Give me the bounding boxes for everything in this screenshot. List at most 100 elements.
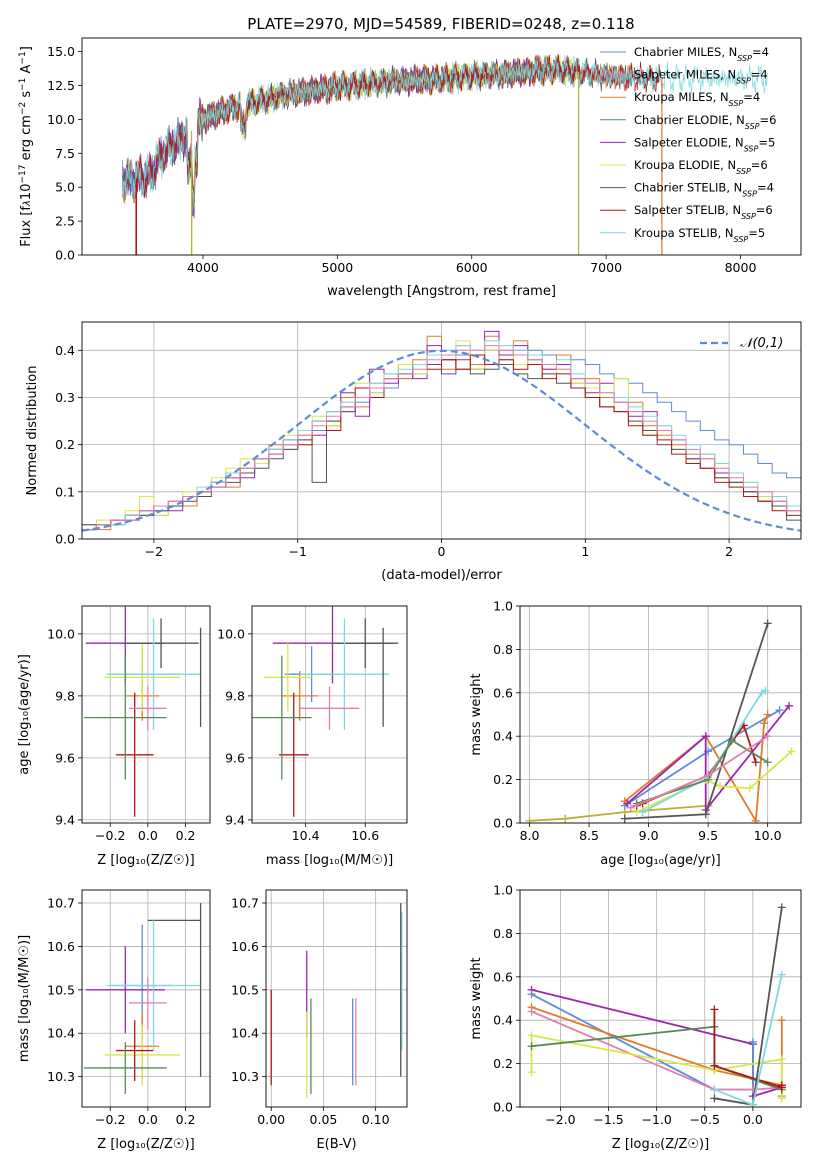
x-axis-label: mass [log₁₀(M/M☉)] <box>266 853 393 868</box>
x-axis-label: (data-model)/error <box>381 568 502 583</box>
y-tick-label: 10.3 <box>231 1069 259 1084</box>
x-tick-label: 8.0 <box>520 828 540 843</box>
y-tick-label: 1.0 <box>493 883 513 898</box>
y-tick-label: 0.0 <box>493 816 513 831</box>
mass-weight-series-line <box>636 739 769 805</box>
y-tick-label: 10.4 <box>231 1026 259 1041</box>
x-tick-label: 2 <box>725 544 733 559</box>
x-axis-label: wavelength [Angstrom, rest frame] <box>327 284 556 299</box>
mass-weight-series-line <box>714 907 783 1106</box>
axes-frame <box>519 889 802 1108</box>
legend-label-sub: SSP <box>736 167 751 176</box>
legend-label: Chabrier MILES, NSSP=4 <box>634 45 769 63</box>
y-tick-label: 9.4 <box>225 812 245 827</box>
legend-label-base: Salpeter MILES, N <box>634 68 736 82</box>
y-tick-label: 12.5 <box>47 78 75 93</box>
y-tick-label: 10.3 <box>47 1069 75 1084</box>
legend-label-base: Salpeter STELIB, N <box>634 203 741 217</box>
y-axis-label-part: erg cm <box>19 115 34 164</box>
errorbar-marks <box>83 606 202 817</box>
y-tick-label: 2.5 <box>55 214 75 229</box>
age-vs-mass-panel: 10.4 10.6 9.4 9.6 9.8 10.0 mass [log₁₀(M/M☉)] <box>217 605 408 868</box>
mass-weight-marker <box>710 1061 719 1070</box>
y-tick-label: 0.0 <box>55 248 75 263</box>
legend-label-tail: =5 <box>748 226 765 240</box>
mass-vs-metallicity-panel: −0.2 0.0 0.2 10.3 10.4 10.5 10.6 10.7 Z [log₁₀(Z… <box>17 889 211 1152</box>
legend-label-sub: SSP <box>741 212 756 221</box>
errorbar-marks <box>83 903 202 1094</box>
y-tick-label: 10.5 <box>231 982 259 997</box>
legend-label-base: Kroupa MILES, N <box>634 90 729 104</box>
mass-weight-marker <box>527 1042 536 1051</box>
residuals-histogram-panel: −2 −1 0 1 2 0.0 0.1 0.2 0.3 0.4 (data-model)/error… <box>25 321 802 583</box>
x-tick-label: 1 <box>581 544 589 559</box>
mass-weight-marker <box>527 1007 536 1016</box>
x-tick-label: 10.6 <box>351 828 379 843</box>
legend-label-tail: =5 <box>758 135 775 149</box>
y-tick-label: 0.8 <box>493 926 513 941</box>
y-tick-label: 9.8 <box>225 688 245 703</box>
mass-weight-marker <box>561 814 570 823</box>
figure-title: PLATE=2970, MJD=54589, FIBERID=0248, z=0… <box>247 15 634 33</box>
y-axis-label-part: −2 <box>18 102 28 115</box>
errorbar-point <box>278 692 309 817</box>
x-tick-label: −2.0 <box>545 1112 575 1127</box>
x-tick-label: 9.5 <box>698 828 718 843</box>
legend-label-sub: SSP <box>734 234 749 243</box>
x-tick-label: −0.2 <box>95 1112 125 1127</box>
mass-weight-series-line <box>626 705 790 813</box>
y-tick-label: 5.0 <box>55 180 75 195</box>
legend-label: Salpeter STELIB, NSSP=6 <box>634 203 773 221</box>
y-tick-label: 0.3 <box>55 390 75 405</box>
x-tick-label: 10.4 <box>292 828 320 843</box>
y-tick-label: 10.0 <box>47 112 75 127</box>
mass-weight-series-line <box>630 735 769 809</box>
x-axis-label: Z [log₁₀(Z/Z☉)] <box>97 1137 194 1152</box>
x-tick-label: 8.5 <box>579 828 599 843</box>
y-tick-label: 10.5 <box>47 982 75 997</box>
y-axis-label: mass weight <box>469 673 484 755</box>
spectrum-panel: 4000 5000 6000 7000 8000 0.0 2.5 5.0 7.5 10.0 12.5… <box>18 37 802 299</box>
legend-label-sub: SSP <box>736 76 751 85</box>
mass-weight-series-line <box>531 1010 782 1091</box>
legend-label-sub: SSP <box>729 99 744 108</box>
legend-label-sub: SSP <box>744 144 759 153</box>
y-tick-label: 0.6 <box>493 685 513 700</box>
y-axis-label-part: −17 <box>18 165 28 184</box>
y-tick-label: 9.6 <box>55 750 75 765</box>
y-tick-label: 0.4 <box>55 343 75 358</box>
mass-weight-vs-metallicity-panel: −2.0 −1.5 −1.0 −0.5 0.0 0.0 0.2 0.4 0.6 0.8 1.0 Z [… <box>469 883 802 1152</box>
mass-weight-series-line <box>642 689 766 813</box>
errorbar-point <box>104 1024 180 1086</box>
x-axis-label: age [log₁₀(age/yr)] <box>600 853 721 868</box>
legend-label-base: Kroupa ELODIE, N <box>634 158 736 172</box>
mass-weight-marker <box>620 814 629 823</box>
x-tick-label: 0.00 <box>257 1112 285 1127</box>
y-axis-label: mass weight <box>469 957 484 1039</box>
mass-weight-marker <box>763 732 772 741</box>
x-tick-label: −1 <box>288 544 306 559</box>
y-tick-label: 0.4 <box>493 1013 513 1028</box>
legend-label-sub: SSP <box>745 121 760 130</box>
histogram-series-step <box>82 345 801 531</box>
mass-weight-marker <box>704 771 713 780</box>
x-axis-label: Z [log₁₀(Z/Z☉)] <box>612 1137 709 1152</box>
x-tick-label: 0 <box>438 544 446 559</box>
spectrum-lines <box>121 53 768 255</box>
histogram-series-step <box>82 359 801 526</box>
y-tick-label: 10.6 <box>47 939 75 954</box>
y-axis-label: age [log₁₀(age/yr)] <box>17 654 32 775</box>
mass-weight-marker <box>777 1094 786 1103</box>
mass-weight-series-line <box>624 623 769 820</box>
legend-label: Kroupa STELIB, NSSP=5 <box>634 226 765 244</box>
x-tick-label: −0.2 <box>95 828 125 843</box>
mass-weight-lines <box>527 903 786 1107</box>
mass-weight-marker <box>623 799 632 808</box>
mass-weight-marker <box>527 1031 536 1040</box>
x-tick-label: 7000 <box>590 260 622 275</box>
legend-label-tail: =4 <box>743 90 760 104</box>
errorbar-point <box>115 1020 154 1081</box>
errorbar-point <box>115 692 154 817</box>
